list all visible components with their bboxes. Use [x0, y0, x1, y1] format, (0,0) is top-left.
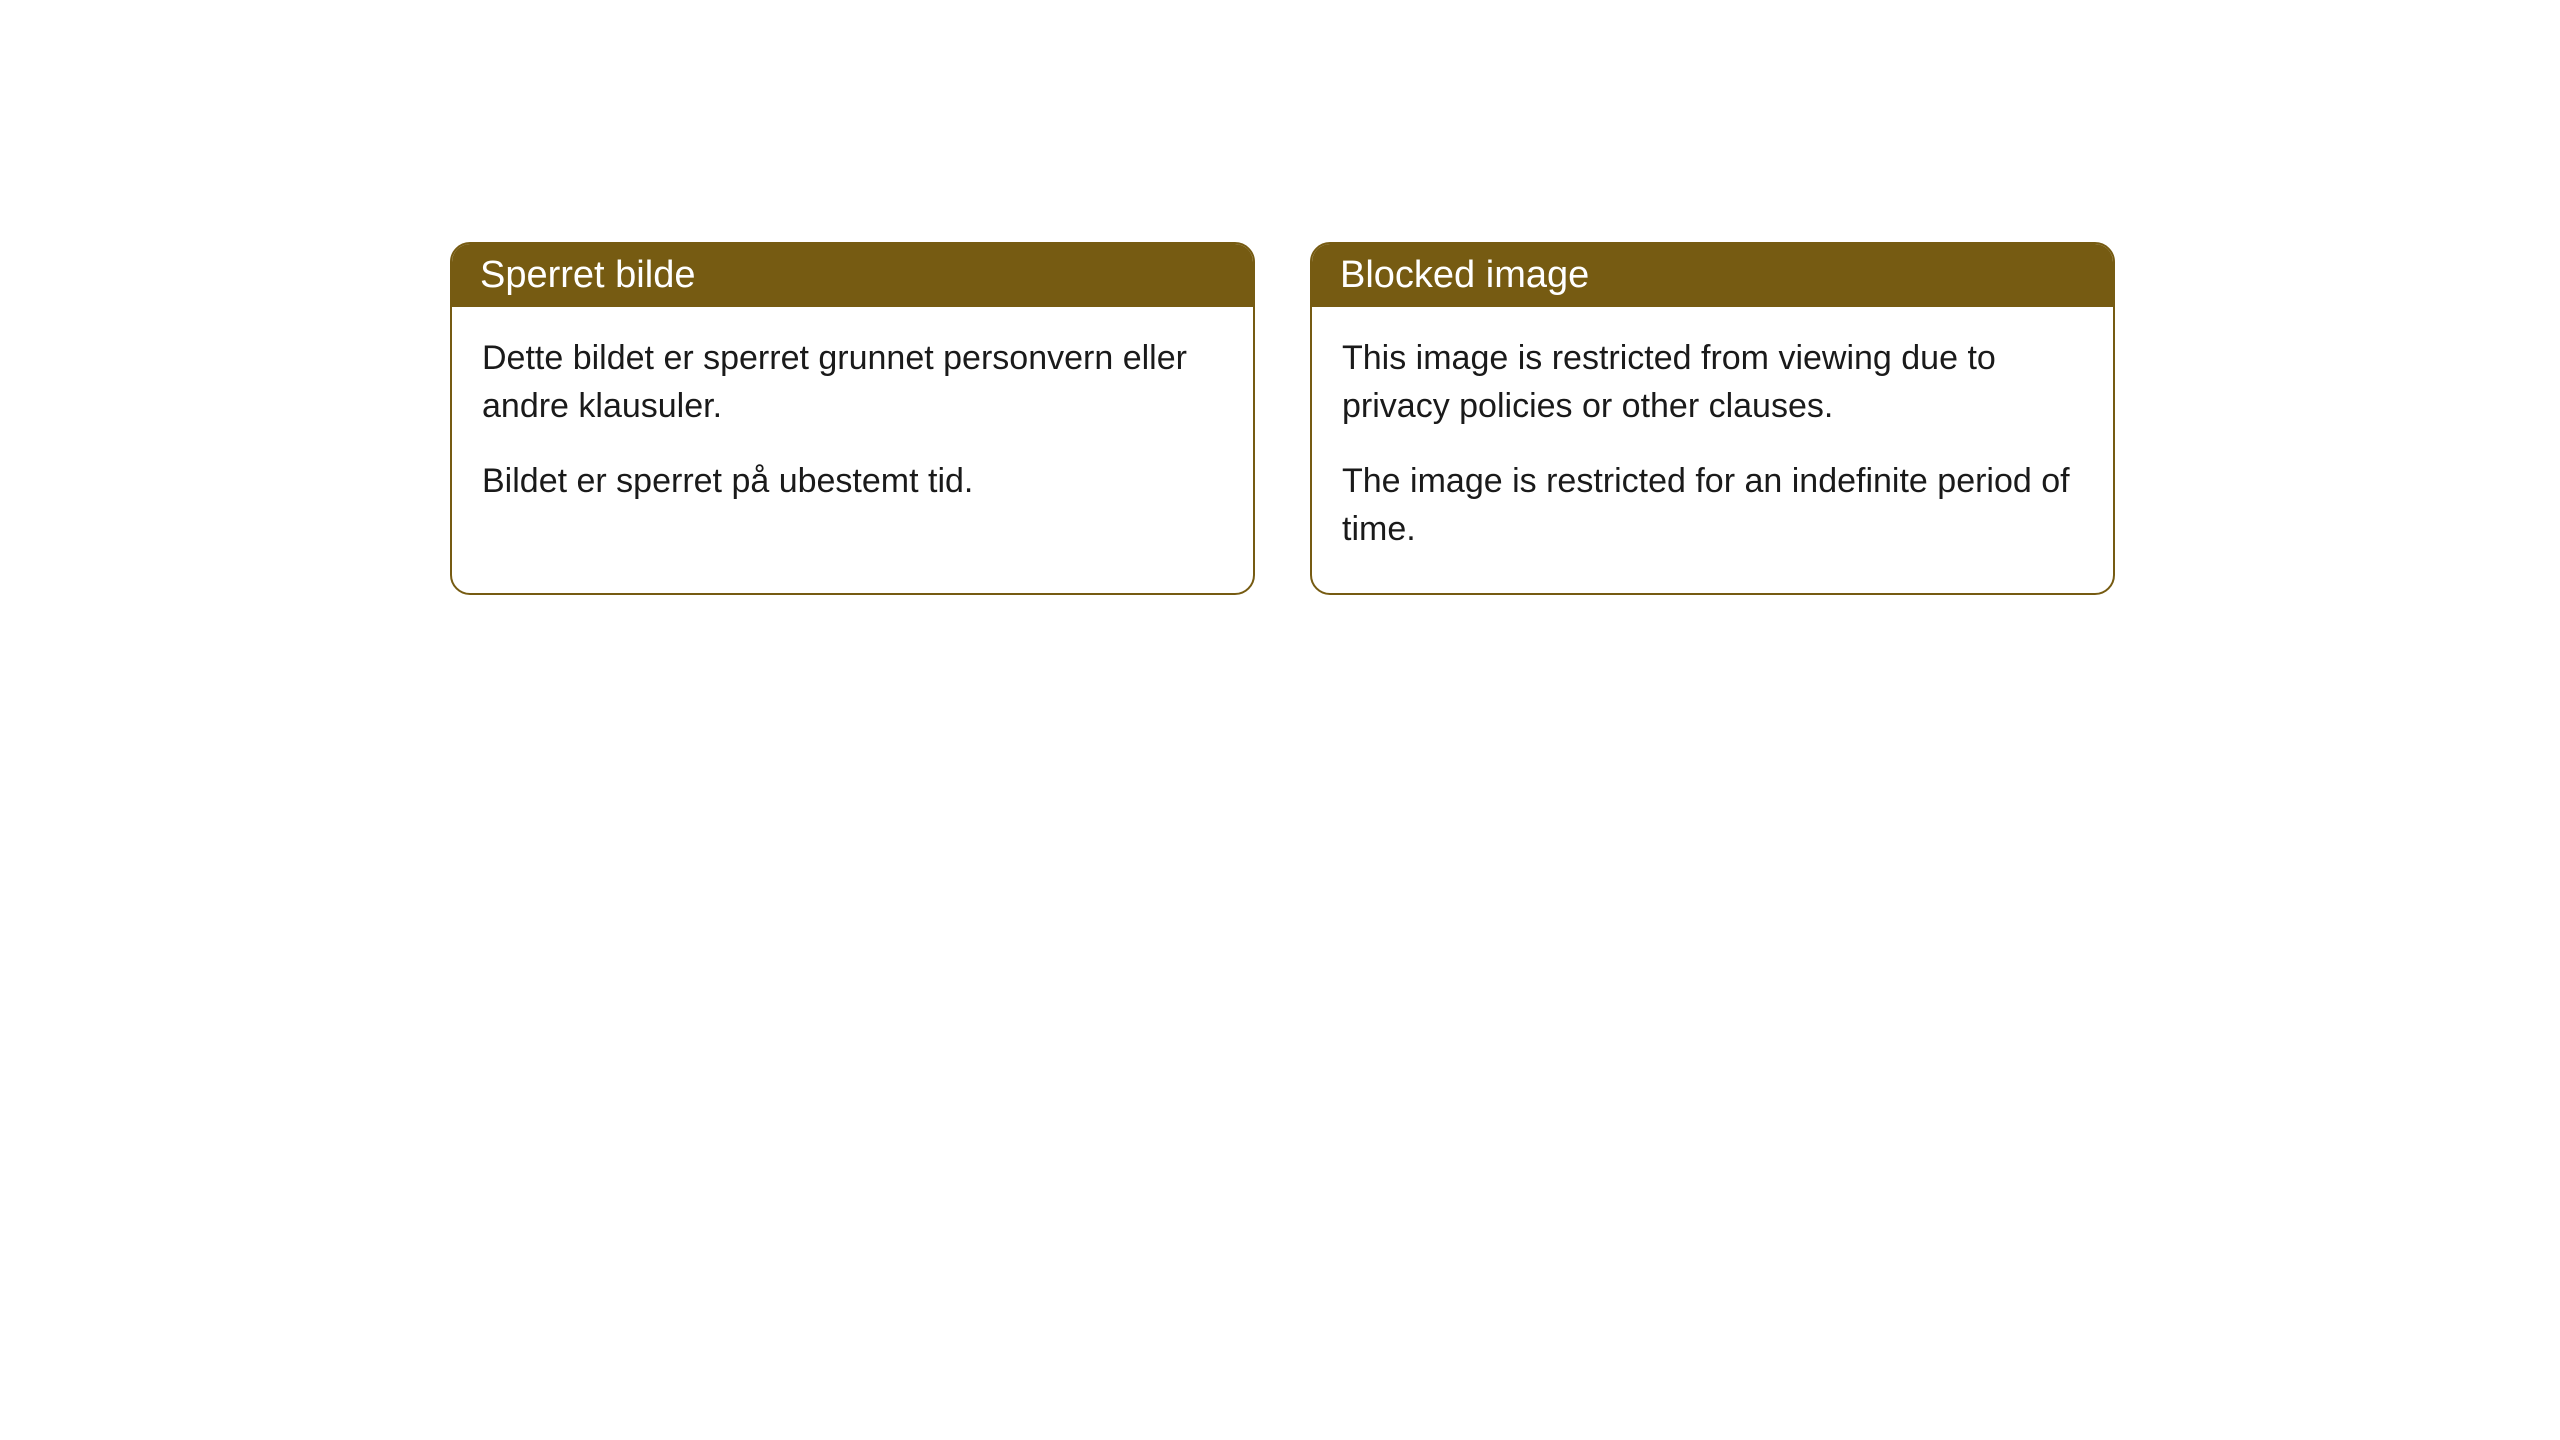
card-paragraph-2: The image is restricted for an indefinit… [1342, 458, 2083, 553]
notice-cards-container: Sperret bilde Dette bildet er sperret gr… [450, 242, 2115, 595]
notice-card-english: Blocked image This image is restricted f… [1310, 242, 2115, 595]
card-title: Blocked image [1340, 254, 1589, 296]
card-paragraph-1: Dette bildet er sperret grunnet personve… [482, 335, 1223, 430]
card-header: Blocked image [1312, 244, 2113, 307]
card-header: Sperret bilde [452, 244, 1253, 307]
notice-card-norwegian: Sperret bilde Dette bildet er sperret gr… [450, 242, 1255, 595]
card-paragraph-1: This image is restricted from viewing du… [1342, 335, 2083, 430]
card-body: Dette bildet er sperret grunnet personve… [452, 307, 1253, 546]
card-body: This image is restricted from viewing du… [1312, 307, 2113, 593]
card-title: Sperret bilde [480, 254, 695, 296]
card-paragraph-2: Bildet er sperret på ubestemt tid. [482, 458, 1223, 506]
